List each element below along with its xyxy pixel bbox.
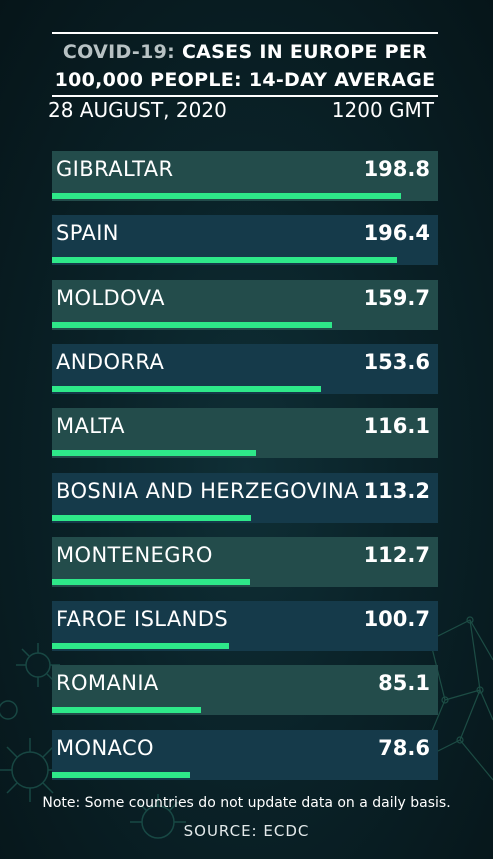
bar (52, 193, 401, 199)
category-label: MONTENEGRO (56, 542, 213, 567)
footnote: Note: Some countries do not update data … (42, 795, 451, 811)
bar-row: ANDORRA 153.6 (52, 343, 438, 394)
category-label: SPAIN (56, 221, 119, 246)
value-label: 113.2 (363, 478, 430, 503)
bar (52, 707, 201, 714)
value-label: 78.6 (378, 735, 430, 760)
time-label: 1200 GMT (331, 98, 434, 122)
bar (52, 643, 229, 650)
category-label: FAROE ISLANDS (56, 607, 229, 632)
date-label: 28 AUGUST, 2020 (48, 98, 227, 122)
title-bottom-rule (52, 95, 438, 97)
bar-row: ROMANIA 85.1 (52, 665, 438, 716)
bar (52, 385, 321, 392)
bar (52, 771, 190, 778)
value-label: 112.7 (363, 542, 430, 567)
bar (52, 514, 251, 521)
bar-row: MONACO 78.6 (52, 729, 438, 780)
dateline: 28 AUGUST, 2020 1200 GMT (48, 98, 434, 122)
category-label: MONACO (56, 735, 154, 760)
value-label: 116.1 (363, 414, 430, 439)
bar (52, 257, 397, 264)
bar (52, 578, 250, 585)
category-label: ANDORRA (56, 349, 165, 374)
value-label: 85.1 (378, 671, 430, 696)
category-label: ROMANIA (56, 671, 159, 696)
bar-row: GIBRALTAR 198.8 (52, 151, 438, 201)
category-label: BOSNIA AND HERZEGOVINA (56, 478, 359, 503)
bar (52, 321, 332, 328)
chart-title-line2: 100,000 PEOPLE: 14-DAY AVERAGE (54, 69, 436, 91)
bar-row: SPAIN 196.4 (52, 215, 438, 266)
value-label: 100.7 (363, 607, 430, 632)
bar-row: MONTENEGRO 112.7 (52, 536, 438, 587)
title-lead: COVID-19: (62, 41, 176, 63)
bar-row: MOLDOVA 159.7 (52, 279, 438, 330)
bar-row: FAROE ISLANDS 100.7 (52, 601, 438, 652)
value-label: 159.7 (363, 285, 430, 310)
bar-row: MALTA 116.1 (52, 408, 438, 459)
category-label: MOLDOVA (56, 285, 165, 310)
category-label: MALTA (56, 414, 125, 439)
bar (52, 450, 256, 457)
title-rest: CASES IN EUROPE PER (181, 41, 428, 63)
value-label: 196.4 (363, 221, 430, 246)
title-top-rule (52, 32, 438, 34)
chart-title: COVID-19: CASES IN EUROPE PER (52, 38, 438, 66)
category-label: GIBRALTAR (56, 157, 174, 181)
bar-row: BOSNIA AND HERZEGOVINA 113.2 (52, 472, 438, 523)
value-label: 198.8 (363, 157, 430, 181)
value-label: 153.6 (363, 349, 430, 374)
source-credit: SOURCE: ECDC (183, 822, 310, 840)
